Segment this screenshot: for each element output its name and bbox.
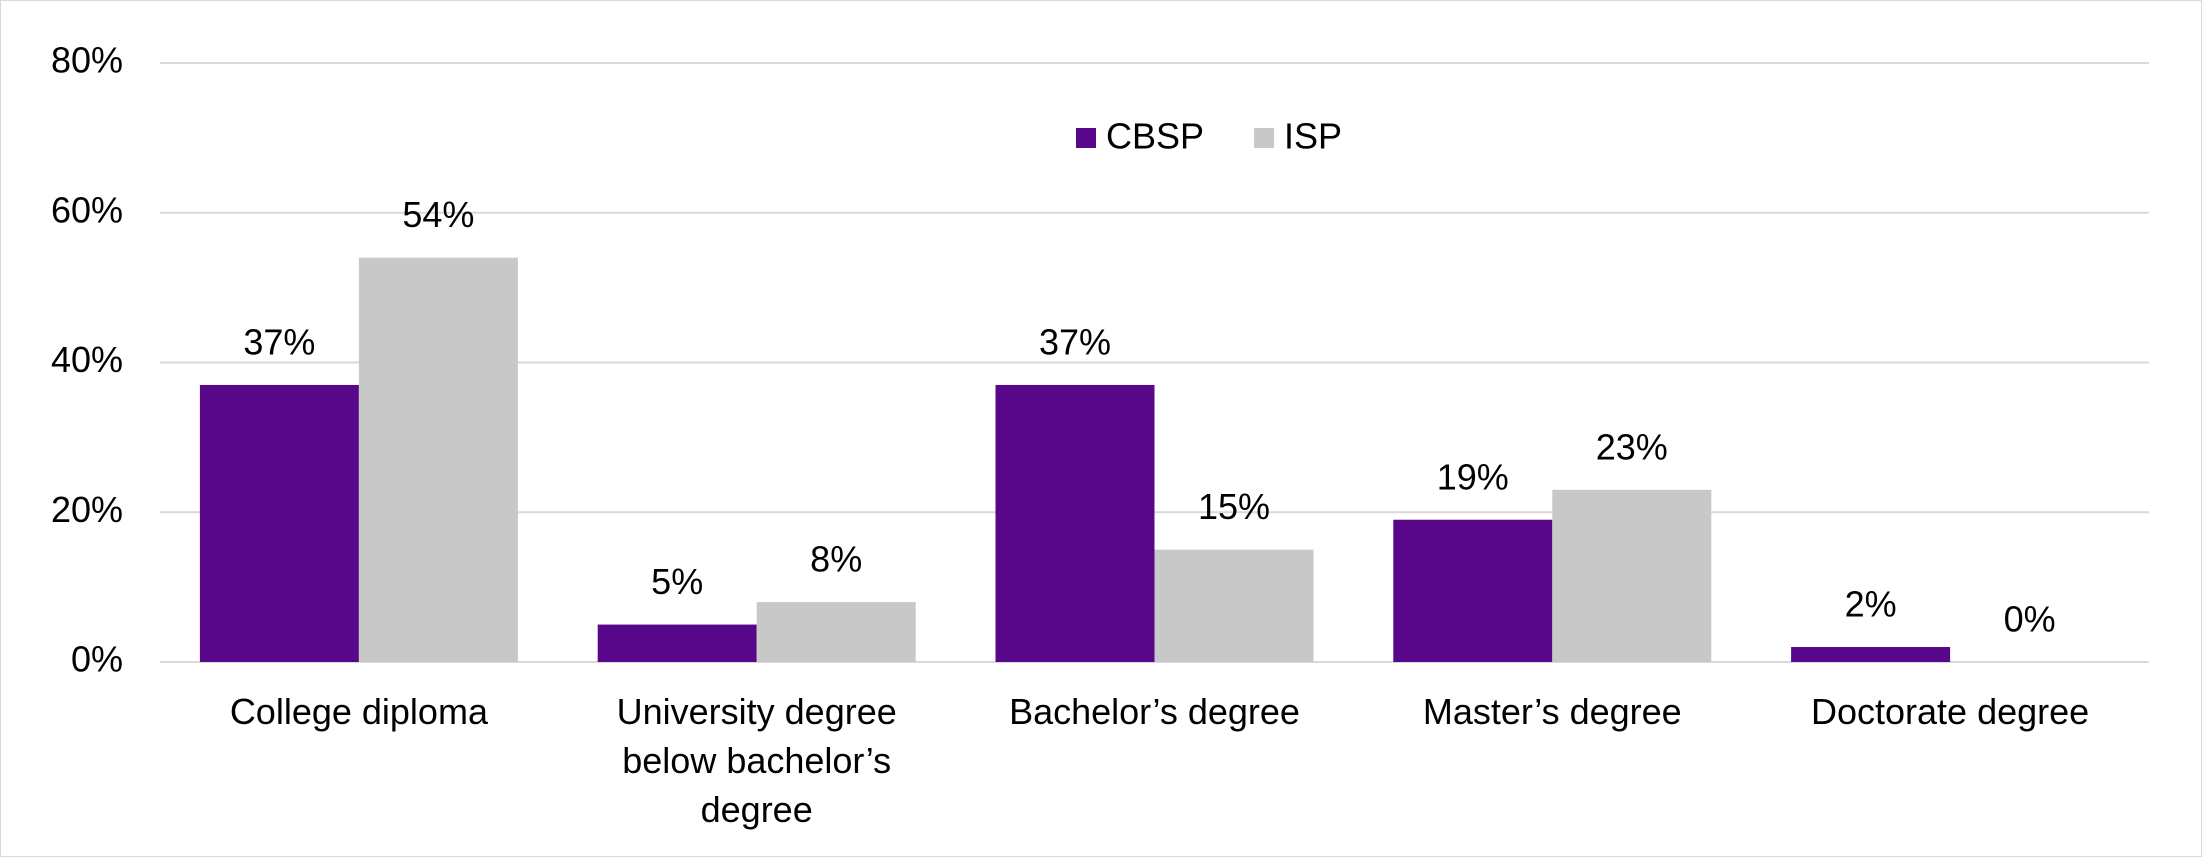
bar xyxy=(1552,489,1712,662)
legend-swatch xyxy=(1076,128,1096,148)
value-label: 37% xyxy=(243,321,315,362)
value-label: 5% xyxy=(651,561,703,602)
y-tick-label: 20% xyxy=(51,489,123,530)
value-label: 2% xyxy=(1845,584,1897,625)
y-tick-label: 40% xyxy=(51,339,123,380)
x-tick-label: College diploma xyxy=(229,691,488,732)
value-label: 54% xyxy=(402,194,474,235)
y-tick-label: 80% xyxy=(51,40,123,81)
x-tick-label: University degree below bachelor’s degre… xyxy=(616,691,897,830)
bar xyxy=(358,257,518,662)
y-tick-label: 0% xyxy=(71,639,123,680)
legend-swatch xyxy=(1254,128,1275,148)
bar xyxy=(756,602,916,662)
value-label: 15% xyxy=(1198,486,1270,527)
legend-label: ISP xyxy=(1284,116,1342,157)
bar xyxy=(1154,549,1314,662)
bar xyxy=(995,384,1155,662)
x-tick-label: Master’s degree xyxy=(1422,691,1682,732)
value-label: 23% xyxy=(1596,426,1668,467)
bar xyxy=(199,384,359,662)
legend-label: CBSP xyxy=(1106,116,1204,157)
x-tick-label: Doctorate degree xyxy=(1811,691,2090,732)
x-tick-label: Bachelor’s degree xyxy=(1009,691,1300,732)
value-label: 19% xyxy=(1437,456,1509,497)
y-tick-label: 60% xyxy=(51,189,123,230)
bar xyxy=(1791,647,1951,662)
bar xyxy=(1393,519,1553,662)
value-label: 8% xyxy=(810,539,862,580)
value-label: 0% xyxy=(2004,599,2056,640)
bar xyxy=(597,624,757,662)
value-label: 37% xyxy=(1039,321,1111,362)
